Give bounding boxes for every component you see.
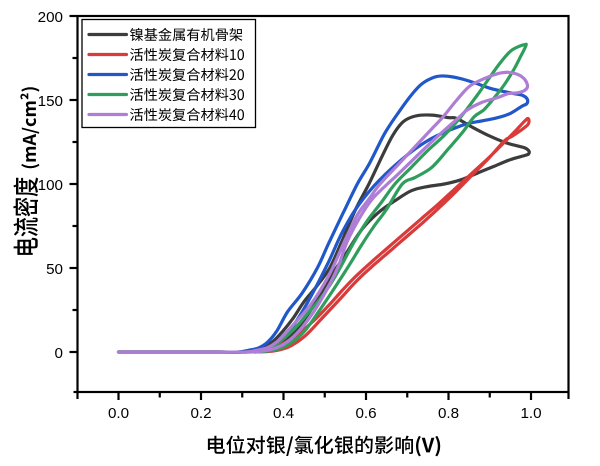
svg-text:1.0: 1.0	[520, 405, 541, 422]
svg-text:0: 0	[55, 345, 63, 362]
svg-text:0.0: 0.0	[108, 405, 129, 422]
svg-text:200: 200	[38, 9, 63, 26]
svg-text:0.6: 0.6	[355, 405, 376, 422]
svg-text:100: 100	[38, 177, 63, 194]
svg-text:150: 150	[38, 93, 63, 110]
svg-text:50: 50	[46, 261, 63, 278]
svg-text:0.2: 0.2	[190, 405, 211, 422]
svg-text:0.8: 0.8	[438, 405, 459, 422]
svg-text:0.4: 0.4	[273, 405, 294, 422]
